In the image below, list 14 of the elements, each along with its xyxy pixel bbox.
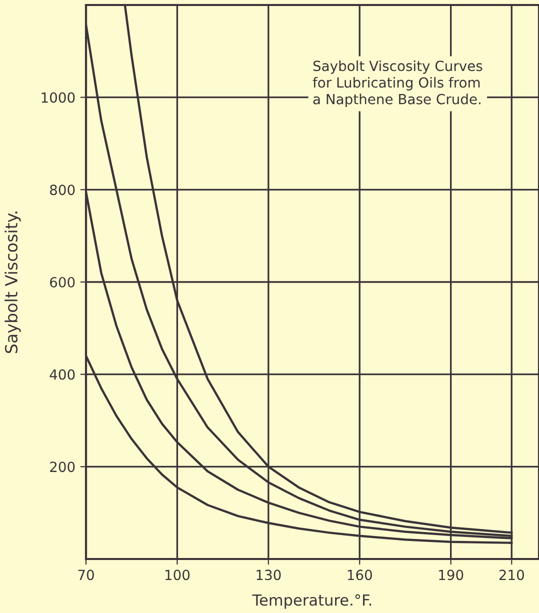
x-tick-label: 190 [439, 570, 464, 580]
x-tick-label: 130 [256, 570, 281, 580]
y-tick-label: 200 [50, 462, 75, 472]
x-tick-label: 100 [165, 570, 190, 580]
y-tick-label: 600 [50, 276, 75, 288]
x-tick-label: 210 [499, 570, 524, 580]
x-axis-title: Temperature.°F. [252, 594, 372, 609]
y-tick-label: 800 [50, 184, 75, 196]
text: Saybolt Viscosity Curves for Lubricating Oils from a Napthene Base Crude. [312, 60, 482, 108]
x-tick-label: 70 [78, 570, 94, 580]
x-tick-label: 160 [348, 570, 372, 580]
y-tick-label: 400 [50, 369, 75, 380]
y-tick-label: 1000 [42, 92, 75, 103]
y-axis-title: Saybolt Viscosity. [4, 212, 21, 354]
